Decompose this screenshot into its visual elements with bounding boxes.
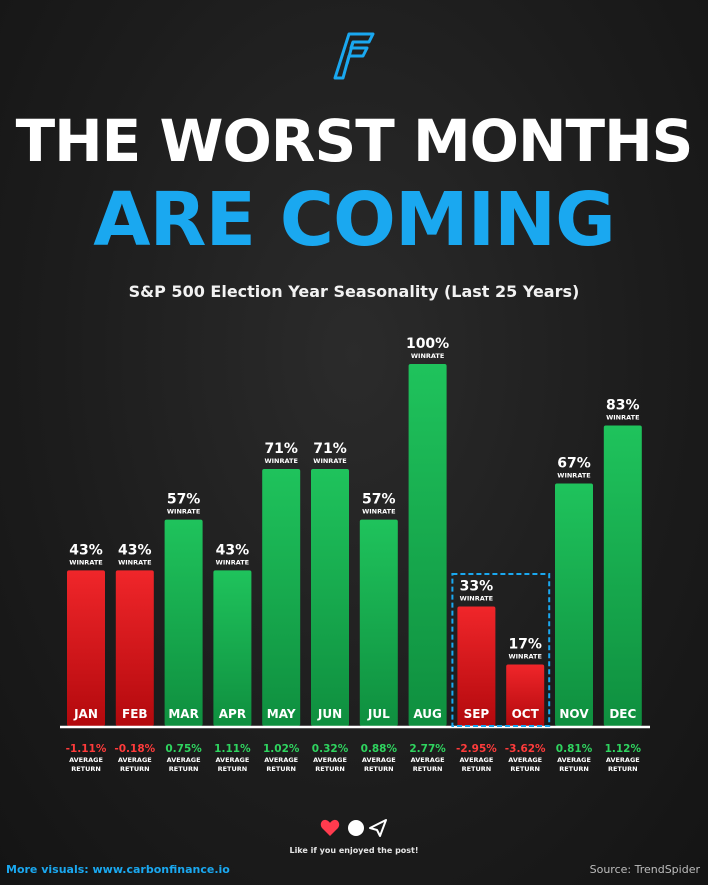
winrate-label-nov: 67%: [557, 455, 591, 471]
highlight-box: [451, 573, 551, 727]
return-sublabel: AVERAGE: [264, 756, 298, 764]
return-sublabel: RETURN: [71, 765, 101, 773]
month-label-dec: DEC: [609, 707, 636, 721]
winrate-sublabel: WINRATE: [118, 558, 151, 566]
chart-subtitle: S&P 500 Election Year Seasonality (Last …: [128, 282, 580, 301]
winrate-sublabel: WINRATE: [167, 508, 200, 516]
winrate-sublabel: WINRATE: [411, 352, 444, 360]
bar-apr: [213, 570, 252, 726]
winrate-label-jun: 71%: [313, 441, 347, 457]
month-label-oct: OCT: [512, 707, 540, 721]
bar-jan: [67, 570, 105, 726]
return-sublabel: RETURN: [413, 765, 443, 773]
bar-mar: [164, 519, 203, 726]
winrate-sublabel: WINRATE: [216, 558, 249, 566]
return-sublabel: RETURN: [120, 765, 150, 773]
return-value-jul: 0.88%: [361, 743, 398, 755]
bar-may: [262, 468, 301, 726]
return-sublabel: AVERAGE: [508, 756, 542, 764]
return-sublabel: AVERAGE: [411, 756, 445, 764]
bar-oct: [506, 664, 545, 726]
return-value-nov: 0.81%: [556, 743, 593, 755]
month-label-jul: JUL: [367, 707, 390, 721]
return-value-sep: -2.95%: [456, 743, 497, 755]
month-label-feb: FEB: [122, 707, 148, 721]
return-sublabel: AVERAGE: [606, 756, 640, 764]
heart-icon: [320, 819, 340, 836]
month-label-sep: SEP: [464, 707, 490, 721]
return-sublabel: RETURN: [218, 765, 248, 773]
bar-jul: [359, 519, 398, 726]
winrate-sublabel: WINRATE: [460, 595, 493, 603]
bar-aug: [408, 364, 447, 726]
source-credit: Source: TrendSpider: [589, 863, 700, 876]
carbon-finance-logo-icon: [333, 32, 375, 80]
return-sublabel: RETURN: [315, 765, 345, 773]
return-sublabel: RETURN: [266, 765, 296, 773]
title-line-2: ARE COMING: [93, 177, 616, 263]
month-label-apr: APR: [219, 707, 246, 721]
return-value-jun: 0.32%: [312, 743, 349, 755]
return-sublabel: AVERAGE: [362, 756, 396, 764]
winrate-sublabel: WINRATE: [313, 457, 346, 465]
comment-icon: [348, 820, 364, 836]
return-sublabel: RETURN: [462, 765, 492, 773]
return-sublabel: AVERAGE: [313, 756, 347, 764]
bar-dec: [603, 425, 642, 726]
like-text: Like if you enjoyed the post!: [289, 846, 419, 855]
return-sublabel: AVERAGE: [459, 756, 493, 764]
winrate-label-aug: 100%: [406, 336, 449, 352]
return-sublabel: AVERAGE: [118, 756, 152, 764]
return-sublabel: RETURN: [608, 765, 638, 773]
month-label-mar: MAR: [168, 707, 198, 721]
winrate-label-may: 71%: [264, 441, 298, 457]
return-sublabel: RETURN: [510, 765, 540, 773]
winrate-sublabel: WINRATE: [362, 508, 395, 516]
return-value-mar: 0.75%: [165, 743, 202, 755]
month-label-nov: NOV: [559, 707, 589, 721]
winrate-sublabel: WINRATE: [264, 457, 297, 465]
return-value-apr: 1.11%: [214, 743, 251, 755]
bar-sep: [457, 606, 496, 726]
month-label-jun: JUN: [317, 707, 342, 721]
return-value-feb: -0.18%: [114, 743, 155, 755]
winrate-label-dec: 83%: [606, 398, 640, 414]
social-icons: [320, 816, 390, 840]
return-sublabel: RETURN: [364, 765, 394, 773]
winrate-label-oct: 17%: [508, 636, 542, 652]
month-label-aug: AUG: [413, 707, 442, 721]
bar-nov: [555, 483, 593, 726]
winrate-sublabel: WINRATE: [508, 652, 541, 660]
return-sublabel: AVERAGE: [557, 756, 591, 764]
return-sublabel: AVERAGE: [215, 756, 249, 764]
return-value-dec: 1.12%: [605, 743, 642, 755]
return-value-aug: 2.77%: [409, 743, 446, 755]
return-sublabel: AVERAGE: [167, 756, 201, 764]
winrate-sublabel: WINRATE: [606, 414, 639, 422]
winrate-label-apr: 43%: [216, 542, 250, 558]
return-value-may: 1.02%: [263, 743, 300, 755]
share-icon: [369, 819, 387, 837]
return-value-jan: -1.11%: [66, 743, 107, 755]
bar-jun: [311, 468, 349, 726]
winrate-label-mar: 57%: [167, 492, 201, 508]
month-label-may: MAY: [267, 707, 296, 721]
return-sublabel: RETURN: [559, 765, 589, 773]
return-sublabel: AVERAGE: [69, 756, 103, 764]
return-value-oct: -3.62%: [505, 743, 546, 755]
winrate-label-sep: 33%: [460, 579, 494, 595]
winrate-sublabel: WINRATE: [557, 471, 590, 479]
winrate-label-feb: 43%: [118, 542, 152, 558]
winrate-label-jan: 43%: [69, 542, 103, 558]
month-label-jan: JAN: [73, 707, 98, 721]
bar-feb: [115, 570, 154, 726]
winrate-label-jul: 57%: [362, 492, 396, 508]
website-link[interactable]: More visuals: www.carbonfinance.io: [6, 863, 230, 876]
return-sublabel: RETURN: [169, 765, 199, 773]
title-line-1: THE WORST MONTHS: [15, 107, 694, 175]
winrate-sublabel: WINRATE: [69, 558, 102, 566]
